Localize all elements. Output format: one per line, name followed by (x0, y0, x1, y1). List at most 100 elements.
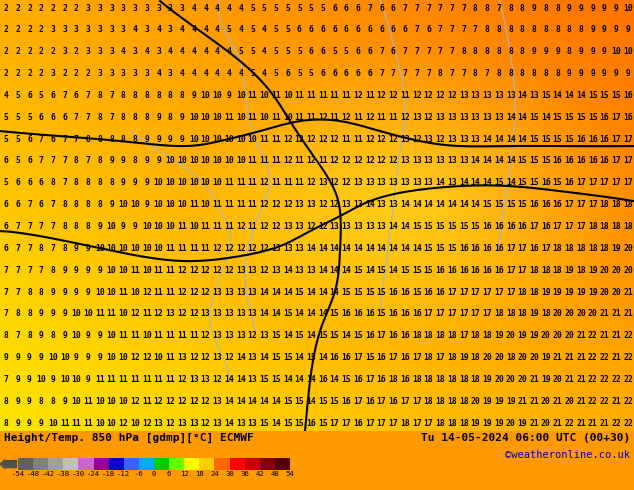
Text: 21: 21 (564, 375, 574, 384)
Text: 11: 11 (142, 375, 152, 384)
Text: 9: 9 (62, 310, 67, 318)
Text: 11: 11 (400, 91, 410, 100)
Text: 15: 15 (353, 331, 363, 340)
Text: 8: 8 (98, 156, 102, 166)
Text: 5: 5 (250, 25, 255, 34)
Text: 8: 8 (98, 113, 102, 122)
Text: 3: 3 (133, 47, 138, 56)
Text: 14: 14 (506, 178, 515, 187)
Text: 3: 3 (179, 3, 184, 13)
Text: 5: 5 (332, 47, 337, 56)
Text: 15: 15 (377, 266, 386, 275)
Text: 12: 12 (259, 178, 269, 187)
Text: 10: 10 (72, 310, 81, 318)
Text: 16: 16 (400, 375, 410, 384)
Text: 9: 9 (168, 135, 172, 144)
Text: 7: 7 (4, 310, 8, 318)
Text: 7: 7 (450, 69, 455, 78)
Text: 11: 11 (189, 331, 198, 340)
Text: 12: 12 (177, 266, 187, 275)
Text: 18: 18 (588, 222, 598, 231)
Text: 6: 6 (332, 3, 337, 13)
Text: 11: 11 (153, 266, 164, 275)
Text: 10: 10 (153, 222, 164, 231)
Text: 18: 18 (447, 353, 457, 362)
Text: 11: 11 (271, 113, 281, 122)
Text: 22: 22 (623, 331, 633, 340)
Text: 9: 9 (121, 222, 126, 231)
Text: 13: 13 (470, 113, 481, 122)
Text: 12: 12 (389, 135, 398, 144)
Text: 7: 7 (367, 3, 372, 13)
Text: 14: 14 (259, 353, 269, 362)
Text: 13: 13 (482, 91, 492, 100)
Text: 10: 10 (212, 156, 222, 166)
Text: 8: 8 (520, 47, 525, 56)
Text: 5: 5 (250, 69, 255, 78)
Text: 13: 13 (248, 418, 257, 428)
Text: 2: 2 (51, 3, 55, 13)
Text: 13: 13 (377, 200, 386, 209)
Text: 14: 14 (224, 375, 234, 384)
Text: 20: 20 (553, 331, 562, 340)
Text: 16: 16 (459, 266, 469, 275)
Text: 14: 14 (564, 91, 574, 100)
Text: 13: 13 (447, 156, 457, 166)
Text: 12: 12 (330, 156, 339, 166)
Text: 15: 15 (541, 156, 551, 166)
Text: 3: 3 (51, 69, 55, 78)
Text: 10: 10 (119, 310, 128, 318)
Text: 8: 8 (532, 25, 536, 34)
Text: 20: 20 (588, 310, 598, 318)
Text: 4: 4 (262, 47, 267, 56)
Text: 5: 5 (297, 47, 302, 56)
Text: 12: 12 (330, 178, 339, 187)
Text: 15: 15 (271, 375, 281, 384)
Text: 18: 18 (447, 331, 457, 340)
Text: 15: 15 (412, 288, 422, 296)
Bar (124, 458, 139, 470)
Text: 12: 12 (342, 178, 351, 187)
Text: 12: 12 (353, 156, 363, 166)
Text: 10: 10 (177, 178, 187, 187)
Text: 7: 7 (426, 69, 431, 78)
Text: 9: 9 (602, 3, 607, 13)
Text: 16: 16 (330, 353, 339, 362)
Text: 10: 10 (212, 178, 222, 187)
Text: -12: -12 (117, 471, 131, 477)
Text: 6: 6 (344, 3, 349, 13)
Text: 11: 11 (83, 397, 93, 406)
Text: 17: 17 (611, 156, 621, 166)
Text: 9: 9 (121, 178, 126, 187)
Text: 11: 11 (165, 266, 175, 275)
Text: 24: 24 (210, 471, 219, 477)
Text: 17: 17 (588, 200, 598, 209)
Text: 11: 11 (119, 288, 128, 296)
Text: 8: 8 (496, 25, 501, 34)
Bar (214, 458, 230, 470)
Text: 16: 16 (365, 310, 375, 318)
Text: 11: 11 (165, 375, 175, 384)
Text: 8: 8 (555, 3, 560, 13)
Text: 11: 11 (119, 331, 128, 340)
Text: 12: 12 (271, 200, 281, 209)
Text: 20: 20 (506, 418, 515, 428)
Text: 14: 14 (365, 244, 375, 253)
Text: 9: 9 (86, 331, 91, 340)
Text: 8: 8 (109, 135, 114, 144)
Text: 13: 13 (283, 222, 292, 231)
Text: 8: 8 (74, 156, 79, 166)
Text: 13: 13 (271, 244, 281, 253)
Text: 18: 18 (436, 375, 445, 384)
Text: 12: 12 (259, 200, 269, 209)
Text: 5: 5 (15, 156, 20, 166)
Text: 12: 12 (259, 266, 269, 275)
Text: 13: 13 (377, 222, 386, 231)
Text: 9: 9 (133, 222, 138, 231)
Text: 15: 15 (283, 397, 292, 406)
Text: 13: 13 (236, 266, 245, 275)
Text: 16: 16 (564, 156, 574, 166)
Text: 21: 21 (600, 331, 609, 340)
Text: 10: 10 (165, 156, 175, 166)
Text: 8: 8 (39, 244, 44, 253)
